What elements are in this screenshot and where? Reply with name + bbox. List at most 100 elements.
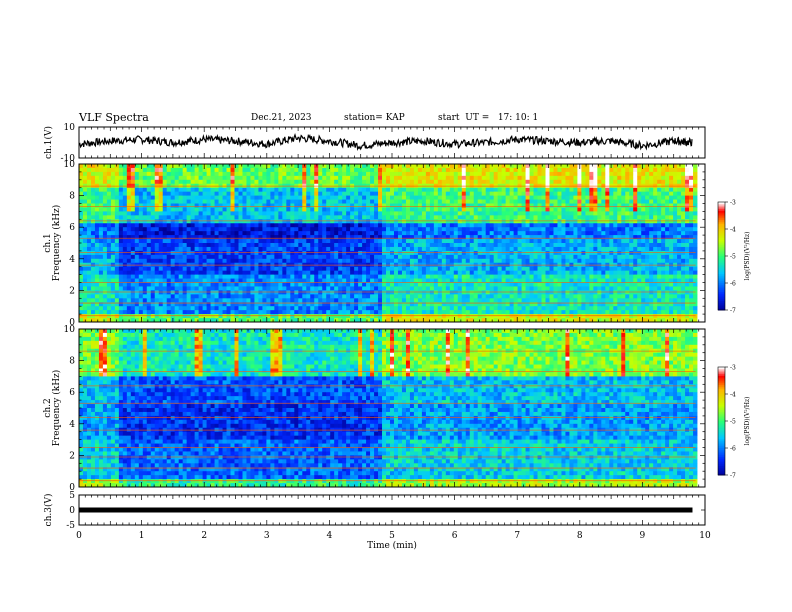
colorbar-cell (718, 449, 725, 453)
colorbar-cell (718, 218, 725, 221)
colorbar-cell (718, 395, 725, 399)
y-tick-label: 10 (64, 123, 76, 133)
colorbar-label: log(PSD)(V²/Hz) (744, 232, 751, 281)
x-tick-label: 10 (699, 531, 711, 541)
colorbar-cell (718, 295, 725, 298)
colorbar-cell (718, 250, 725, 253)
colorbar-cell (718, 419, 725, 422)
colorbar-cell (718, 245, 725, 248)
colorbar-cell (718, 205, 725, 208)
colorbar-cell (718, 383, 725, 386)
colorbar-cell (718, 379, 725, 382)
colorbar-cell (718, 275, 725, 279)
station-label: station= KAP (344, 113, 405, 123)
colorbar-cell (718, 247, 725, 250)
x-tick-label: 9 (640, 531, 646, 541)
colorbar-cell (718, 281, 725, 284)
colorbar-cell (718, 424, 725, 427)
colorbar-cell (718, 421, 725, 424)
colorbar-cell (718, 257, 725, 261)
colorbar-cell (718, 277, 725, 280)
y-tick-label: 4 (69, 255, 75, 265)
colorbar-cell (718, 270, 725, 273)
colorbar-cell (718, 239, 725, 243)
y-axis-label: Frequency (kHz) (51, 370, 62, 447)
colorbar-cell (718, 471, 725, 474)
y-tick-label: 0 (69, 506, 75, 516)
y-tick-label: 4 (69, 420, 75, 430)
colorbar-cell (718, 448, 725, 451)
colorbar-cell (718, 297, 725, 300)
colorbar-cell (718, 266, 725, 270)
start-time-label: start UT = 17: 10: 1 (438, 113, 539, 123)
colorbar-tick-label: -3 (730, 365, 736, 372)
colorbar-cell (718, 469, 725, 472)
colorbar-cell (718, 299, 725, 302)
colorbar-cell (718, 286, 725, 289)
ch1-spectrogram (79, 164, 698, 323)
colorbar-cell (718, 397, 725, 400)
colorbar-cell (718, 274, 725, 277)
colorbar-cell (718, 440, 725, 444)
colorbar-cell (718, 431, 725, 435)
colorbar-cell (718, 236, 725, 239)
colorbar-cell (718, 241, 725, 244)
colorbar-cell (718, 211, 725, 214)
colorbar-cell (718, 403, 725, 406)
colorbar-cell (718, 202, 725, 205)
colorbar-cell (718, 230, 725, 234)
colorbar-cell (718, 444, 725, 447)
x-axis-label: Time (min) (367, 540, 417, 551)
colorbar-tick-label: -5 (730, 419, 736, 426)
colorbar-cell (718, 227, 725, 230)
y-axis-label: ch.1 (43, 233, 53, 252)
colorbar-cell (718, 256, 725, 259)
y-tick-label: 6 (69, 388, 75, 398)
y-tick-label: -5 (66, 521, 75, 531)
colorbar-cell (718, 302, 725, 306)
x-tick-label: 6 (452, 531, 458, 541)
colorbar-cell (718, 412, 725, 415)
colorbar-cell (718, 283, 725, 286)
colorbar-tick-label: -6 (730, 446, 736, 453)
colorbar-cell (718, 410, 725, 413)
ch3-waveform-line (79, 507, 693, 513)
colorbar-cell (718, 385, 725, 388)
colorbar-cell (718, 392, 725, 395)
colorbar-cell (718, 272, 725, 275)
colorbar-cell (718, 279, 725, 282)
colorbar-cell (718, 254, 725, 257)
colorbar-cell (718, 203, 725, 207)
colorbar-cell (718, 238, 725, 241)
colorbar-cell (718, 381, 725, 384)
colorbar-label: log(PSD)(V²/Hz) (744, 397, 751, 446)
colorbar-cell (718, 435, 725, 438)
y-tick-label: 6 (69, 223, 75, 233)
colorbar-tick-label: -4 (730, 227, 736, 234)
colorbar-cell (718, 413, 725, 417)
colorbar-cell (718, 234, 725, 237)
x-tick-label: 7 (514, 531, 520, 541)
colorbar-cell (718, 308, 725, 311)
colorbar-cell (718, 422, 725, 426)
colorbar-cell (718, 394, 725, 397)
colorbar-cell (718, 451, 725, 454)
ch1-waveform-line (78, 133, 693, 151)
colorbar-cell (718, 306, 725, 309)
colorbar-cell (718, 290, 725, 293)
colorbar-cell (718, 248, 725, 252)
y-axis-label: Frequency (kHz) (51, 205, 62, 282)
colorbar-cell (718, 293, 725, 297)
date-label: Dec.21, 2023 (251, 113, 312, 123)
y-tick-label: 10 (64, 160, 76, 170)
colorbar-cell (718, 209, 725, 212)
colorbar-cell (718, 368, 725, 372)
ch2-spectrogram (79, 329, 698, 488)
y-tick-label: 2 (69, 286, 75, 296)
colorbar-tick-label: -6 (730, 281, 736, 288)
y-tick-label: 10 (64, 325, 76, 335)
colorbar-cell (718, 453, 725, 456)
colorbar-cell (718, 417, 725, 420)
y-axis-label: ch.2 (43, 398, 53, 417)
